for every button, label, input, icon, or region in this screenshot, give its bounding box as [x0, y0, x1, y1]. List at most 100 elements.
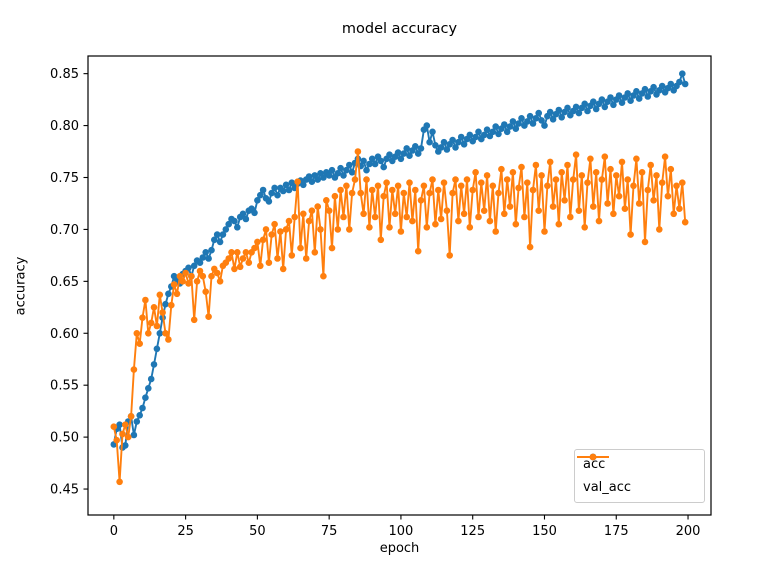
- acc-marker: [658, 82, 666, 90]
- acc-marker: [136, 412, 143, 419]
- acc-marker: [162, 300, 169, 308]
- acc-marker: [564, 104, 571, 112]
- x-tick-label: 0: [110, 524, 118, 539]
- val-acc-marker: [380, 192, 388, 200]
- val-acc-marker: [257, 262, 264, 270]
- val-acc-marker: [279, 265, 287, 273]
- val-acc-marker: [346, 226, 353, 233]
- val-acc-marker: [208, 272, 215, 280]
- acc-marker: [371, 160, 379, 168]
- val-acc-marker: [363, 176, 370, 183]
- val-acc-marker: [190, 316, 198, 324]
- val-acc-marker: [569, 176, 577, 183]
- val-acc-marker: [420, 182, 428, 190]
- val-acc-marker: [170, 281, 178, 288]
- val-acc-marker: [524, 179, 531, 186]
- val-acc-marker: [601, 153, 609, 160]
- val-acc-marker: [647, 161, 654, 169]
- acc-marker: [225, 220, 232, 228]
- val-acc-marker: [635, 200, 643, 207]
- legend-label: acc: [583, 456, 606, 472]
- val-acc-marker: [202, 288, 209, 296]
- acc-marker: [492, 123, 500, 130]
- acc-marker: [414, 150, 422, 157]
- acc-marker: [524, 118, 531, 125]
- acc-marker: [150, 361, 158, 368]
- val-acc-marker: [231, 265, 238, 273]
- val-acc-marker: [446, 252, 454, 259]
- acc-marker: [679, 70, 686, 77]
- acc-marker: [139, 404, 146, 412]
- val-acc-marker: [615, 192, 623, 200]
- y-tick-label: 0.50: [50, 431, 79, 446]
- val-acc-marker: [475, 213, 482, 221]
- val-acc-marker: [449, 189, 456, 197]
- val-acc-marker: [300, 210, 307, 218]
- acc-marker: [480, 131, 488, 139]
- acc-marker: [147, 375, 155, 383]
- val-acc-marker: [354, 148, 362, 155]
- val-acc-marker: [429, 176, 436, 183]
- val-acc-marker: [357, 189, 365, 197]
- val-acc-marker: [323, 197, 330, 204]
- acc-marker: [429, 128, 436, 136]
- val-acc-marker: [331, 192, 339, 200]
- y-tick-label: 0.60: [50, 327, 79, 342]
- x-tick-label: 200: [676, 524, 701, 539]
- val-acc-marker: [239, 255, 247, 262]
- acc-marker: [216, 238, 224, 246]
- acc-marker: [343, 166, 350, 174]
- acc-marker: [526, 112, 534, 120]
- val-acc-marker: [455, 217, 462, 225]
- val-acc-marker: [165, 336, 172, 343]
- val-acc-marker: [320, 272, 327, 280]
- val-acc-marker: [397, 228, 405, 235]
- acc-marker: [156, 330, 164, 337]
- val-acc-marker: [348, 189, 356, 197]
- val-acc-marker: [613, 172, 620, 179]
- val-acc-marker: [509, 169, 517, 176]
- val-acc-marker: [377, 236, 385, 244]
- acc-marker: [584, 107, 591, 115]
- acc-marker: [426, 138, 433, 146]
- val-acc-marker: [199, 272, 207, 280]
- val-acc-marker: [630, 182, 637, 190]
- acc-marker: [423, 122, 431, 129]
- val-acc-marker: [633, 155, 640, 163]
- val-acc-marker: [285, 217, 293, 225]
- val-acc-marker: [587, 155, 594, 163]
- val-acc-marker: [575, 207, 583, 214]
- val-acc-marker: [182, 269, 189, 277]
- val-acc-marker: [116, 478, 123, 486]
- val-acc-marker: [460, 210, 468, 218]
- acc-marker: [211, 236, 218, 244]
- val-acc-marker: [549, 203, 557, 210]
- legend-line-marker-icon: [577, 453, 609, 461]
- val-acc-marker: [262, 226, 270, 233]
- val-acc-marker: [638, 169, 646, 176]
- acc-marker: [308, 178, 316, 185]
- acc-marker: [320, 174, 327, 181]
- val-acc-marker: [282, 226, 290, 233]
- acc-marker: [558, 114, 565, 121]
- val-acc-marker: [391, 210, 399, 218]
- val-acc-marker: [268, 231, 276, 238]
- acc-marker: [615, 92, 623, 99]
- val-acc-marker: [435, 186, 442, 194]
- val-acc-marker: [251, 244, 258, 252]
- val-acc-marker: [277, 228, 284, 235]
- acc-marker: [601, 103, 609, 111]
- val-acc-marker: [546, 158, 554, 166]
- acc-marker: [432, 142, 439, 149]
- acc-marker: [122, 442, 129, 449]
- val-acc-marker: [495, 189, 502, 197]
- val-acc-marker: [213, 269, 221, 277]
- acc-marker: [305, 173, 313, 180]
- val-acc-marker: [127, 413, 135, 420]
- val-acc-marker: [584, 179, 591, 186]
- acc-marker: [363, 166, 370, 174]
- y-axis-label: accuracy: [13, 256, 29, 316]
- val-acc-marker: [337, 186, 344, 194]
- val-acc-marker: [234, 249, 241, 256]
